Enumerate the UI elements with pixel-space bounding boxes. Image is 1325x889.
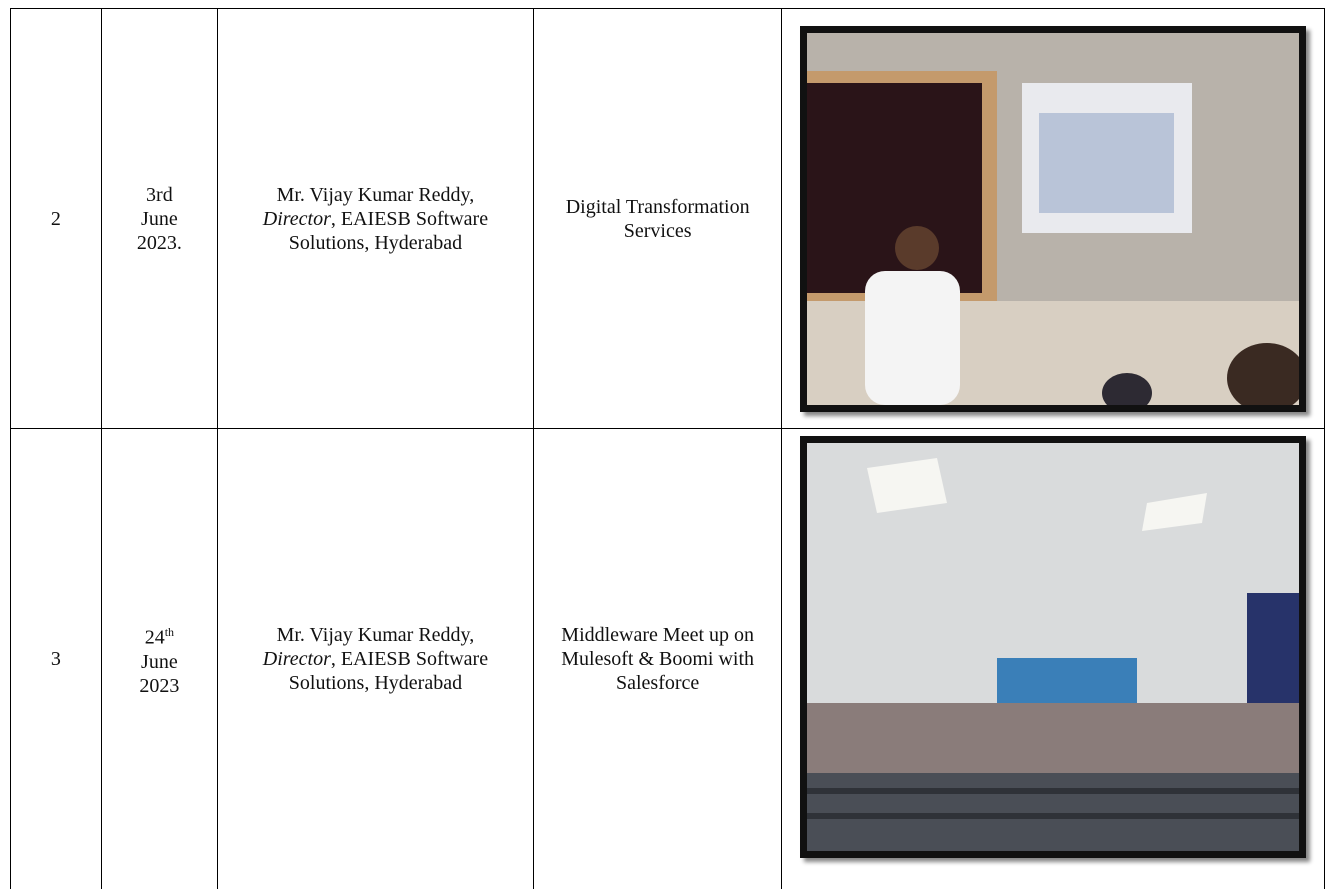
person-cell: Mr. Vijay Kumar Reddy, Director, EAIESB …: [216, 8, 534, 429]
person: Mr. Vijay Kumar Reddy, Director, EAIESB …: [250, 183, 500, 255]
photo-scene: [807, 442, 1300, 851]
date-year: 2023: [139, 674, 180, 697]
designation: Director: [262, 647, 331, 670]
date-cell: 3rd June 2023.: [100, 8, 218, 429]
person-name: Mr. Vijay Kumar Reddy,: [276, 183, 475, 206]
date-day: 24: [144, 626, 165, 649]
sno-cell: 2: [10, 8, 102, 429]
seminar-table: 2 3rd June 2023. Mr. Vijay Kumar Reddy, Di…: [10, 8, 1325, 889]
photo-cell: [781, 428, 1325, 889]
organisation: , EAIESB Software Solutions, Hyderabad: [288, 647, 489, 694]
topic-cell: Digital Transformation Services: [532, 8, 783, 429]
date-suffix: th: [164, 624, 175, 639]
sno-cell: 3: [10, 428, 102, 889]
person-name: Mr. Vijay Kumar Reddy,: [276, 623, 475, 646]
topic: Middleware Meet up on Mulesoft & Boomi w…: [561, 623, 755, 694]
table-row: 3 24th June 2023 Mr. Vijay Kumar Reddy, Di…: [10, 428, 1325, 889]
date-year: 2023.: [136, 231, 182, 254]
photo: [800, 435, 1307, 858]
photo-cell: [781, 8, 1325, 429]
topic-cell: Middleware Meet up on Mulesoft & Boomi w…: [532, 428, 783, 889]
date-cell: 24th June 2023: [100, 428, 218, 889]
photo-scene: [807, 32, 1300, 405]
sno: 3: [50, 647, 61, 670]
date-month: June: [141, 650, 178, 673]
photo: [800, 25, 1307, 412]
sno: 2: [50, 207, 61, 230]
person-cell: Mr. Vijay Kumar Reddy, Director, EAIESB …: [216, 428, 534, 889]
organisation: , EAIESB Software Solutions, Hyderabad: [288, 207, 489, 254]
date-month: June: [141, 207, 178, 230]
date-day: 3rd: [146, 183, 173, 206]
topic: Digital Transformation Services: [565, 195, 750, 242]
table-row: 2 3rd June 2023. Mr. Vijay Kumar Reddy, Di…: [10, 8, 1325, 429]
person: Mr. Vijay Kumar Reddy, Director, EAIESB …: [250, 623, 500, 695]
designation: Director: [262, 207, 331, 230]
